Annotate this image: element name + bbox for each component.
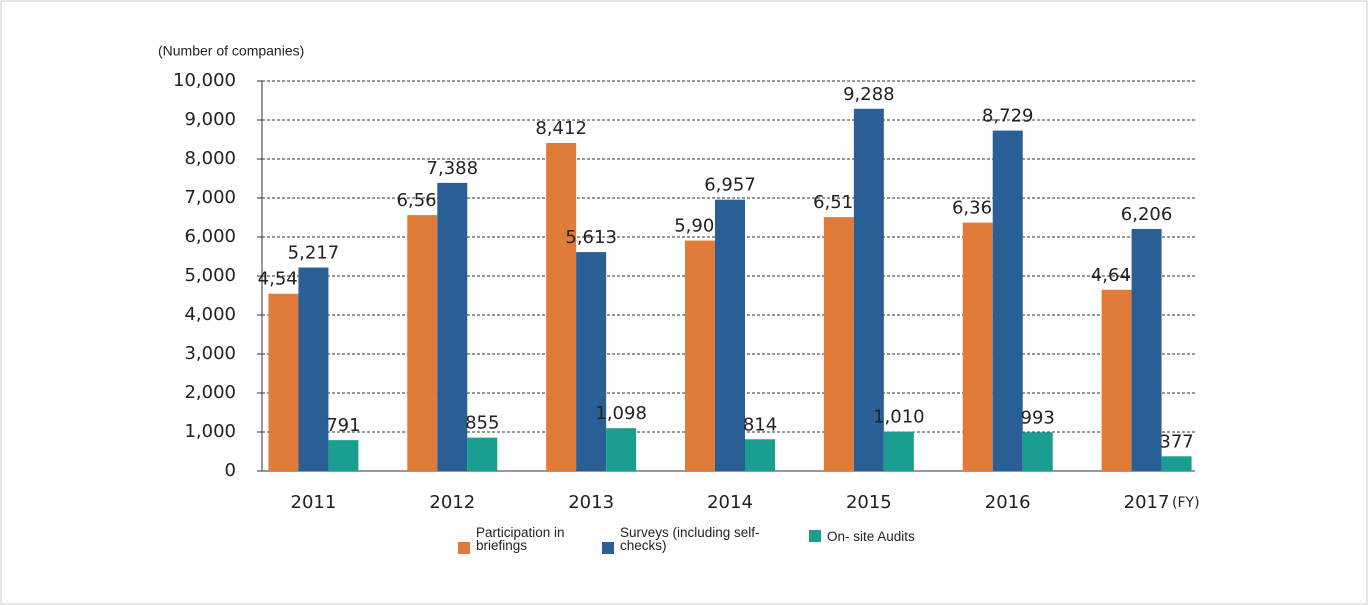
bar bbox=[268, 293, 299, 471]
bar bbox=[883, 431, 914, 471]
data-label: 6,206 bbox=[1121, 204, 1173, 225]
bar bbox=[437, 182, 468, 472]
x-tick-label: 2013 bbox=[568, 492, 614, 513]
data-label: 5,908 bbox=[674, 216, 726, 237]
data-label: 993 bbox=[1021, 407, 1055, 428]
bar bbox=[823, 217, 854, 471]
data-label: 6,561 bbox=[397, 190, 449, 211]
legend-label: On- site Audits bbox=[827, 529, 915, 544]
y-tick-label: 6,000 bbox=[184, 226, 236, 247]
data-label: 9,288 bbox=[843, 84, 895, 105]
data-label: 8,729 bbox=[982, 106, 1034, 127]
y-tick-label: 3,000 bbox=[184, 343, 236, 364]
y-tick-label: 7,000 bbox=[184, 187, 236, 208]
bar bbox=[407, 215, 438, 471]
bar bbox=[298, 267, 329, 471]
y-tick-label: 10,000 bbox=[173, 70, 236, 91]
data-label: 377 bbox=[1159, 431, 1193, 452]
x-tick-label: 2014 bbox=[707, 492, 753, 513]
bar bbox=[546, 142, 577, 471]
bar bbox=[962, 222, 993, 471]
data-label: 791 bbox=[326, 415, 360, 436]
bar bbox=[853, 108, 884, 471]
bar bbox=[1131, 228, 1162, 471]
bar bbox=[1022, 432, 1053, 471]
x-tick-label: 2015 bbox=[846, 492, 892, 513]
data-label: 6,510 bbox=[813, 192, 865, 213]
data-label: 6,369 bbox=[952, 198, 1004, 219]
bar bbox=[467, 437, 498, 471]
bar bbox=[715, 199, 745, 471]
legend-swatch bbox=[602, 542, 614, 554]
y-axis-title: (Number of companies) bbox=[158, 43, 304, 59]
data-label: 855 bbox=[465, 413, 499, 434]
y-tick-label: 2,000 bbox=[184, 382, 236, 403]
y-tick-label: 5,000 bbox=[184, 265, 236, 286]
data-label: 8,412 bbox=[535, 118, 587, 139]
data-label: 5,217 bbox=[288, 243, 340, 264]
x-tick-label: 2016 bbox=[985, 492, 1031, 513]
bar bbox=[1101, 289, 1132, 471]
data-label: 6,957 bbox=[704, 175, 756, 196]
data-label: 4,647 bbox=[1091, 265, 1143, 286]
y-tick-label: 0 bbox=[225, 460, 236, 481]
x-tick-label: 2012 bbox=[429, 492, 475, 513]
y-tick-label: 1,000 bbox=[184, 421, 236, 442]
legend-label: Participation in briefings bbox=[476, 525, 565, 553]
bar bbox=[992, 130, 1023, 471]
legend-swatch bbox=[809, 530, 821, 542]
data-label: 5,613 bbox=[565, 227, 617, 248]
y-tick-label: 4,000 bbox=[184, 304, 236, 325]
legend-swatch bbox=[458, 542, 470, 554]
data-label: 4,545 bbox=[258, 269, 310, 290]
bar bbox=[1161, 456, 1192, 471]
x-axis-unit: (FY) bbox=[1172, 495, 1200, 511]
bar bbox=[576, 252, 607, 471]
x-tick-label: 2017 bbox=[1124, 492, 1170, 513]
x-tick-label: 2011 bbox=[291, 492, 337, 513]
y-tick-label: 9,000 bbox=[184, 109, 236, 130]
data-label: 814 bbox=[743, 414, 777, 435]
legend-label: Surveys (including self-checks) bbox=[620, 525, 760, 553]
y-tick-label: 8,000 bbox=[184, 148, 236, 169]
data-label: 7,388 bbox=[427, 158, 479, 179]
bar bbox=[745, 439, 775, 471]
bar bbox=[328, 440, 359, 471]
bar bbox=[606, 428, 637, 471]
data-label: 1,098 bbox=[595, 403, 647, 424]
data-label: 1,010 bbox=[873, 407, 925, 428]
bar bbox=[685, 240, 715, 471]
